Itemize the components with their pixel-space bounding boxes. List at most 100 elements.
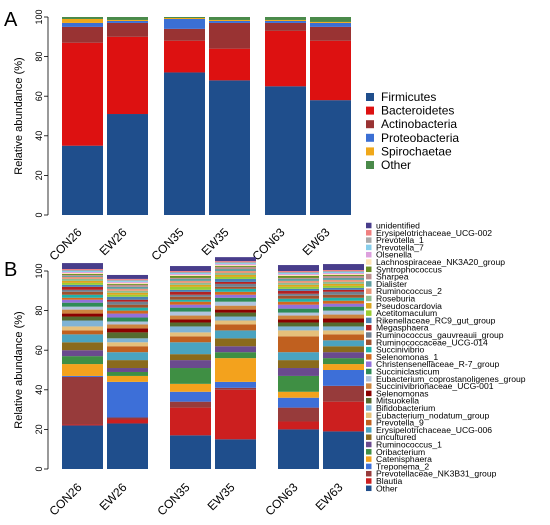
bar-segment-ew35-erysipelotrichaceae-ucg-002 [215,261,256,263]
legend-label-proteobacteria: Proteobacteria [381,131,459,145]
bar-segment-ew63-mitsuokella [323,322,364,327]
bar-segment-con63-ruminococcus-2 [278,280,319,283]
bar-segment-ew26-megasphaera [107,299,148,302]
bar-segment-ew26-bifidobacterium [107,338,148,343]
legend-label-actinobacteria: Actinobacteria [381,117,457,131]
legend-swatch-rikenellaceae-rc9-gut-group [366,317,372,324]
bar-segment-con63-unidentified [278,265,319,271]
panel-letter-b: B [4,259,17,281]
bar-segment-ew26-prevotella-1 [107,279,148,281]
bar-segment-con26-firmicutes [62,145,103,215]
bar-segment-con26-uncultured [62,342,103,351]
legend-swatch-oribacterium [366,449,372,455]
bar-segment-con63-firmicutes [265,86,306,215]
bar-segment-ew35-treponema-2 [215,381,256,388]
bar-segment-con63-acetitomaculum [278,286,319,289]
bar-segment-con35-oribacterium [170,368,211,384]
bar-segment-ew35-prevotellaceae-nk3b31-group [215,387,256,390]
legend-label-mitsuokella: Mitsuokella [376,396,419,406]
legend-swatch-sharpea [366,273,372,280]
bar-segment-con26-pseudoscardovia [62,280,103,283]
bar-segment-ew35-eubacterium-coprostanoligenes-group [215,301,256,306]
legend-swatch-other [366,161,374,169]
bar-segment-con26-actinobacteria [62,26,103,43]
bar-segment-con35-prevotella-9 [170,336,211,343]
legend-swatch-christensenellaceae-r-7-group [366,361,372,367]
bar-segment-ew63-bacteroidetes [310,40,351,101]
bar-segment-con26-ruminococcus-2 [62,276,103,279]
bar-segment-ew63-succinivibrionaceae-ucg-001 [323,314,364,319]
y-tick-label: 100 [34,263,44,278]
legend-swatch-lachnospiraceae-nk3a20-group [366,259,372,265]
bar-segment-con35-mitsuokella [170,322,211,327]
legend-swatch-prevotellaceae-nk3b31-group [366,470,372,477]
bar-segment-con63-ruminococcus-gauvreauii-group [278,293,319,296]
bar-segment-con26-sharpea [62,274,103,276]
bar-segment-ew35-sharpea [215,267,256,270]
legend-swatch-prevotella-9 [366,419,372,426]
bar-segment-con26-bacteroidetes [62,42,103,146]
bar-segment-con26-prevotella-9 [62,330,103,335]
bar-segment-ew35-ruminococcus-1 [215,346,256,353]
x-tick-label-ew35: EW35 [199,225,232,258]
legend-label-prevotella-9: Prevotella_9 [376,418,424,428]
bar-segment-ew63-eubacterium-nodatum-group [323,330,364,335]
bar-segment-ew35-oribacterium [215,352,256,359]
bar-segment-ew35-olsenella [215,264,256,266]
legend-label-dialister: Dialister [376,279,407,289]
bar-segment-ew63-selenomonas [323,318,364,323]
x-tick-label-ew26: EW26 [97,480,130,513]
legend-label-eubacterium-coprostanoligenes-group: Eubacterium_coprostanoligenes_group [376,374,526,384]
bar-segment-ew35-actinobacteria [209,22,250,49]
bar-segment-ew35-ruminococcus-2 [215,271,256,273]
bar-segment-con26-erysipelotrichaceae-ucg-006 [62,334,103,343]
bar-segment-ew35-ruminococcaceae-ucg-014 [215,286,256,289]
bar-segment-con35-selenomonas-1 [170,301,211,305]
legend-swatch-succiniclasticum [366,368,372,375]
bar-segment-ew35-acetitomaculum [215,276,256,279]
bar-segment-ew63-selenomonas-1 [323,300,364,304]
legend-label-uncultured: uncultured [376,432,416,442]
bar-segment-con35-succinivibrionaceae-ucg-001 [170,315,211,320]
bar-segment-ew26-christensenellaceae-r-7-group [107,313,148,318]
legend-swatch-firmicutes [366,93,374,101]
bar-segment-con63-olsenella [278,273,319,275]
legend-swatch-unidentified [366,222,372,229]
bar-segment-ew26-bacteroidetes [107,36,148,115]
legend-label-catenisphaera: Catenisphaera [376,454,432,464]
legend-label-syntrophococcus: Syntrophococcus [376,264,442,274]
bar-segment-con26-proteobacteria [62,22,103,27]
bar-segment-con63-prevotella-9 [278,336,319,353]
bar-segment-ew26-proteobacteria [107,20,148,23]
bar-segment-con26-succinivibrionaceae-ucg-001 [62,309,103,314]
bar-segment-ew35-erysipelotrichaceae-ucg-006 [215,330,256,339]
bar-segment-ew26-syntrophococcus [107,283,148,285]
bar-segment-con35-actinobacteria [164,28,205,41]
legend-swatch-succinivibrionaceae-ucg-001 [366,383,372,389]
bar-segment-ew26-lachnospiraceae-nk3a20-group [107,282,148,284]
x-tick-label-ew26: EW26 [97,225,130,258]
legend-swatch-erysipelotrichaceae-ucg-006 [366,427,372,433]
legend-swatch-roseburia [366,295,372,302]
bar-segment-ew35-other [215,439,256,469]
bar-segment-ew63-rikenellaceae-rc9-gut-group [323,287,364,290]
bar-segment-con35-sharpea [170,277,211,279]
legend-swatch-eubacterium-nodatum-group [366,412,372,419]
bar-segment-con63-prevotella-1 [278,271,319,273]
bar-segment-ew35-unidentified [215,257,256,262]
bar-segment-con63-spirochaetae [265,19,306,21]
bar-segment-con35-succinivibrio [170,299,211,302]
legend-swatch-actinobacteria [366,120,374,129]
bar-segment-ew63-unidentified [323,264,364,271]
bar-segment-con26-christensenellaceae-r-7-group [62,299,103,303]
bar-segment-con63-uncultured [278,360,319,369]
bar-segment-ew35-catenisphaera [215,358,256,382]
y-axis-label: Relative abundance (%) [13,311,25,428]
bar-segment-con63-sharpea [278,277,319,279]
bar-segment-con35-prevotella-1 [170,271,211,273]
bar-segment-ew35-bifidobacterium [215,316,256,321]
bar-segment-con26-olsenella [62,271,103,273]
bar-segment-ew63-prevotella-1 [323,271,364,272]
bar-segment-con63-christensenellaceae-r-7-group [278,304,319,309]
legend-swatch-pseudoscardovia [366,303,372,309]
